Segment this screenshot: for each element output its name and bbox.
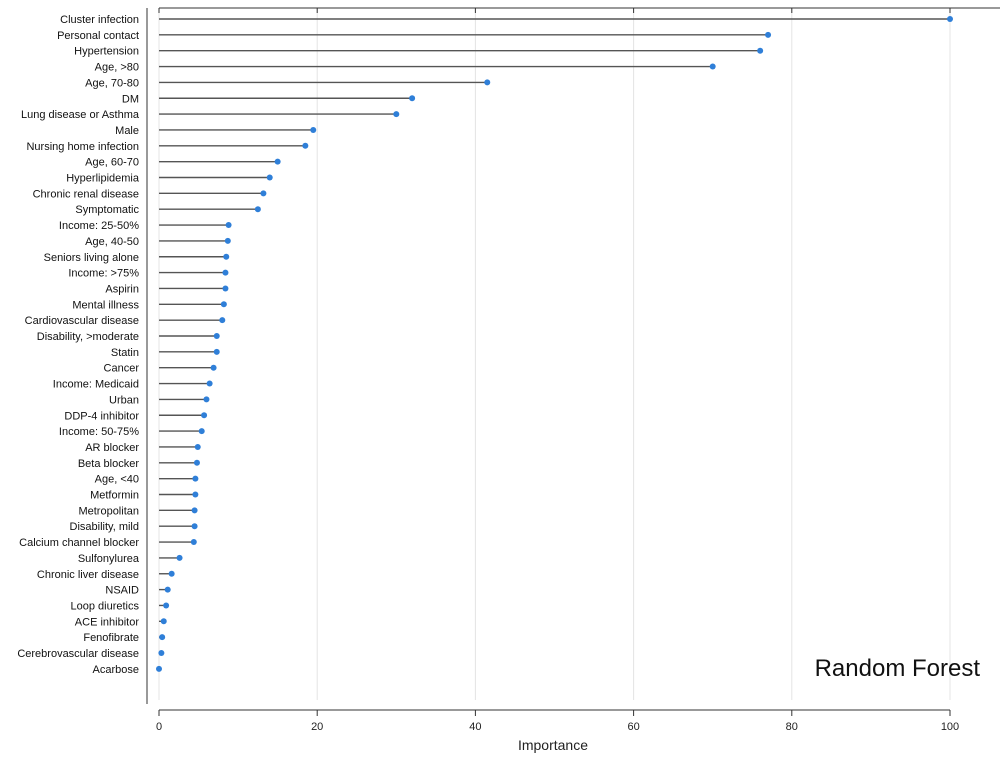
category-label: Income: 50-75% [59, 426, 139, 438]
data-point [192, 491, 199, 498]
category-label: Metformin [90, 490, 139, 502]
category-label: NSAID [105, 585, 139, 597]
x-tick-label: 60 [627, 721, 639, 733]
category-label: Age, >80 [95, 62, 139, 74]
category-label: Disability, >moderate [37, 331, 139, 343]
category-label: DDP-4 inhibitor [64, 410, 139, 422]
category-label: Loop diuretics [71, 600, 140, 612]
category-label: Male [115, 125, 139, 137]
category-label: Aspirin [105, 283, 139, 295]
data-point [393, 111, 400, 118]
category-label: Cancer [104, 363, 140, 375]
category-label: Age, 70-80 [85, 77, 139, 89]
data-point [192, 475, 199, 482]
data-point [947, 16, 953, 22]
category-label: Symptomatic [75, 204, 139, 216]
data-point [225, 222, 232, 229]
category-label: Lung disease or Asthma [21, 109, 140, 121]
data-point [210, 364, 217, 371]
category-label: Metropolitan [78, 505, 139, 517]
category-label: Acarbose [93, 664, 139, 676]
point-layer [156, 16, 953, 672]
category-label: DM [122, 93, 139, 105]
category-label-layer: Cluster infection Personal contact Hyperte… [17, 14, 140, 676]
data-point [310, 126, 317, 133]
data-point [201, 412, 208, 419]
category-label: Chronic liver disease [37, 569, 139, 581]
category-label: Disability, mild [70, 521, 139, 533]
category-label: Fenofibrate [83, 632, 139, 644]
data-point [158, 650, 165, 656]
category-label: Cerebrovascular disease [17, 648, 139, 660]
data-point [409, 95, 416, 102]
data-point [222, 269, 229, 276]
data-point [223, 253, 230, 260]
category-label: Urban [109, 394, 139, 406]
method-annotation: Random Forest [815, 655, 981, 682]
data-point [484, 79, 491, 86]
category-label: Nursing home infection [26, 141, 139, 153]
data-point [191, 523, 198, 530]
data-point [203, 396, 210, 403]
data-point [159, 634, 166, 641]
data-point [194, 443, 201, 450]
data-point [222, 285, 229, 292]
data-point [254, 206, 261, 213]
category-label: ACE inhibitor [75, 616, 140, 628]
grid-layer [146, 7, 1000, 704]
data-point [220, 301, 227, 308]
data-point [168, 570, 175, 577]
data-point [160, 618, 167, 625]
category-label: Chronic renal disease [33, 188, 139, 200]
category-label: Hypertension [74, 46, 139, 58]
category-label: Income: Medicaid [53, 379, 139, 391]
data-point [266, 174, 273, 181]
category-label: Personal contact [57, 30, 139, 42]
x-tick-label: 80 [786, 721, 798, 733]
data-point [191, 507, 198, 514]
data-point [198, 428, 205, 435]
data-point [765, 31, 772, 38]
data-point [757, 47, 764, 54]
data-point [260, 190, 267, 197]
x-tick-label: 40 [469, 721, 481, 733]
x-axis-title: Importance [518, 737, 588, 753]
category-label: Cardiovascular disease [25, 315, 139, 327]
data-point [156, 665, 162, 672]
category-label: Statin [111, 347, 139, 359]
x-tick-label: 0 [156, 721, 162, 733]
data-point [224, 237, 231, 244]
data-point [193, 459, 200, 466]
data-point [213, 348, 220, 355]
category-label: Income: >75% [68, 268, 139, 280]
category-label: Mental illness [72, 299, 139, 311]
category-label: Cluster infection [60, 14, 139, 26]
data-point [219, 317, 226, 324]
data-point [163, 602, 170, 609]
category-label: Seniors living alone [44, 252, 139, 264]
category-label: Calcium channel blocker [19, 537, 139, 549]
x-tick-label: 100 [941, 721, 959, 733]
category-label: Age, <40 [95, 474, 139, 486]
data-point [164, 586, 171, 593]
category-label: Age, 40-50 [85, 236, 139, 248]
data-point [213, 333, 220, 339]
data-point [176, 554, 183, 561]
category-label: Sulfonylurea [78, 553, 140, 565]
data-point [709, 63, 716, 70]
category-label: Age, 60-70 [85, 157, 139, 169]
x-tick-label: 20 [311, 721, 323, 733]
stem-layer [159, 18, 950, 654]
category-label: AR blocker [85, 442, 139, 454]
category-label: Hyperlipidemia [66, 173, 140, 185]
data-point [274, 158, 281, 165]
x-axis: 0 20 40 60 80 100 [156, 709, 959, 733]
data-point [190, 539, 197, 546]
data-point [206, 380, 213, 387]
category-label: Income: 25-50% [59, 220, 139, 232]
data-point [302, 142, 309, 149]
category-label: Beta blocker [78, 458, 139, 470]
